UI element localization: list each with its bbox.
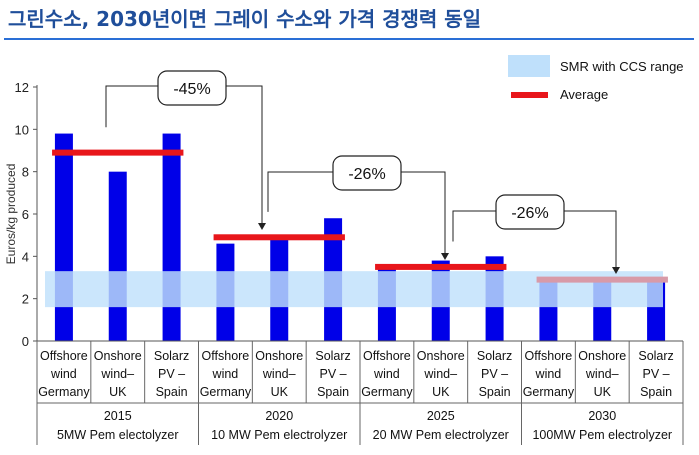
category-label: Solarz (477, 349, 512, 363)
category-label: PV – (320, 367, 347, 381)
annotation-label: -26% (348, 166, 385, 183)
category-label: Offshore (363, 349, 411, 363)
y-tick-label: 12 (15, 80, 29, 95)
average-line-2030 (536, 276, 668, 283)
category-label: Spain (640, 385, 672, 399)
category-label: Solarz (638, 349, 673, 363)
y-axis-label: Euros/kg produced (4, 164, 18, 265)
group-year-label: 2030 (588, 409, 616, 423)
category-label: Offshore (525, 349, 573, 363)
group-electrolyzer-label: 20 MW Pem electrolyzer (373, 428, 509, 442)
legend-swatch-range (508, 55, 550, 77)
category-label: Onshore (578, 349, 626, 363)
group-year-label: 2025 (427, 409, 455, 423)
average-line-2020 (213, 234, 345, 241)
category-label: wind (50, 367, 77, 381)
group-electrolyzer-label: 5MW Pem electolyzer (57, 428, 179, 442)
average-line-2015 (52, 149, 184, 156)
category-label: PV – (643, 367, 670, 381)
group-year-label: 2020 (265, 409, 293, 423)
category-label: Offshore (40, 349, 88, 363)
category-label: Germany (38, 385, 90, 399)
group-electrolyzer-label: 100MW Pem electrolyzer (532, 428, 672, 442)
category-label: UK (594, 385, 612, 399)
smr-ccs-range-band (45, 271, 663, 308)
annotation-label: -45% (173, 81, 210, 98)
category-label: Spain (317, 385, 349, 399)
bar-2015-1 (108, 171, 127, 341)
y-tick-label: 2 (22, 292, 29, 307)
bar-2015-0 (54, 133, 73, 341)
annotation-arrow (612, 267, 620, 274)
category-label: Onshore (94, 349, 142, 363)
category-label: UK (109, 385, 127, 399)
annotation-box (157, 70, 227, 106)
group-electrolyzer-label: 10 MW Pem electrolyzer (211, 428, 347, 442)
y-tick-label: 10 (15, 122, 29, 137)
category-label: wind (535, 367, 562, 381)
legend-swatch-average (511, 92, 548, 98)
bar-2015-2 (162, 133, 181, 341)
category-label: Solarz (315, 349, 350, 363)
y-tick-label: 0 (22, 334, 29, 349)
category-label: Onshore (255, 349, 303, 363)
category-label: PV – (158, 367, 185, 381)
annotation-arrow (258, 223, 266, 230)
annotation-arrow (441, 253, 449, 260)
annotation-label: -26% (511, 205, 548, 222)
annotation-box (495, 194, 565, 230)
category-label: UK (271, 385, 289, 399)
category-label: wind– (262, 367, 296, 381)
category-label: Spain (156, 385, 188, 399)
annotation-box (332, 155, 402, 191)
average-line-2025 (375, 263, 507, 270)
category-label: PV – (481, 367, 508, 381)
category-label: Germany (523, 385, 575, 399)
category-label: wind (373, 367, 400, 381)
group-year-label: 2015 (104, 409, 132, 423)
category-label: wind– (423, 367, 457, 381)
legend-label-range: SMR with CCS range (560, 59, 684, 74)
y-tick-label: 6 (22, 207, 29, 222)
category-label: Germany (361, 385, 413, 399)
category-label: Spain (479, 385, 511, 399)
category-label: Solarz (154, 349, 189, 363)
title-underline (4, 38, 694, 40)
category-label: Offshore (202, 349, 250, 363)
category-label: Germany (200, 385, 252, 399)
category-label: UK (432, 385, 450, 399)
page-title: 그린수소, 2030년이면 그레이 수소와 가격 경쟁력 동일 (8, 7, 482, 31)
category-label: wind– (100, 367, 134, 381)
category-label: Onshore (417, 349, 465, 363)
legend-label-average: Average (560, 87, 608, 102)
category-label: wind– (585, 367, 619, 381)
y-tick-label: 8 (22, 165, 29, 180)
category-label: wind (212, 367, 239, 381)
y-tick-label: 4 (22, 249, 29, 264)
